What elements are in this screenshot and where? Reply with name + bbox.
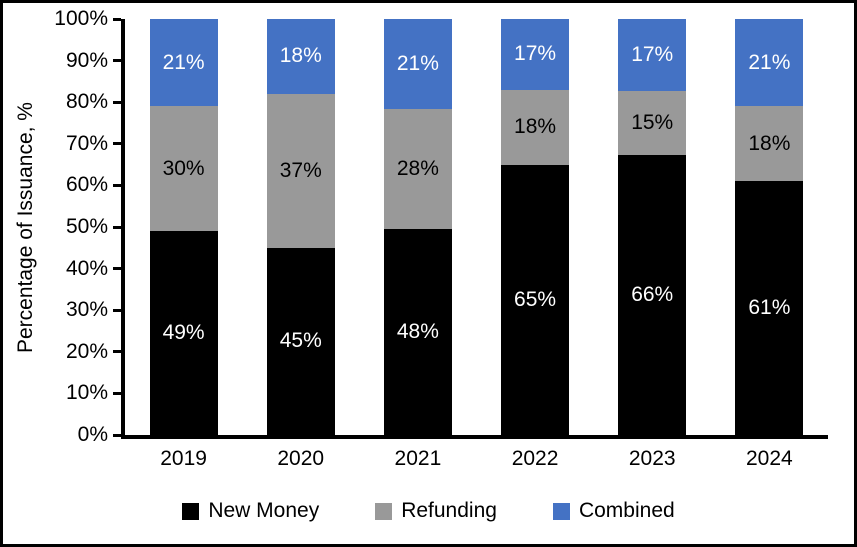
x-axis-label: 2020: [277, 447, 325, 470]
data-label: 21%: [162, 50, 205, 74]
y-axis-tick-label: 70%: [65, 131, 108, 155]
bar-segment-new-money: 45%: [266, 247, 335, 435]
y-axis-tick: [113, 183, 121, 187]
data-label: 15%: [631, 110, 674, 134]
bar-segment-combined: 21%: [735, 19, 804, 107]
x-axis-label: 2019: [160, 447, 207, 470]
data-label: 21%: [748, 50, 791, 74]
bar-segment-new-money: 48%: [383, 229, 452, 435]
bar-segment-refunding: 18%: [735, 106, 804, 182]
legend-marker-icon: [182, 502, 200, 520]
data-label: 66%: [631, 282, 674, 306]
bar-segment-new-money: 49%: [149, 231, 218, 435]
x-axis-label: 2022: [511, 447, 559, 470]
data-label: 45%: [279, 329, 322, 353]
y-axis-tick: [113, 308, 121, 312]
y-axis-tick: [113, 433, 121, 437]
bar-2021: 21% 28% 48%: [383, 19, 452, 435]
legend-label: Refunding: [401, 499, 497, 522]
y-axis-tick-label: 100%: [54, 7, 108, 30]
bar-segment-new-money: 65%: [501, 164, 570, 435]
x-axis-label: 2021: [394, 447, 442, 470]
legend-item-combined: Combined: [552, 499, 675, 523]
bar-2024: 21% 18% 61%: [735, 19, 804, 435]
bar-segment-combined: 18%: [266, 19, 335, 94]
bar-segment-new-money: 61%: [735, 181, 804, 435]
legend-label: New Money: [208, 499, 320, 522]
data-label: 61%: [748, 296, 791, 320]
data-label: 18%: [748, 131, 791, 155]
legend-marker-icon: [375, 502, 393, 520]
y-axis-tick: [113, 350, 121, 354]
y-axis-tick: [113, 59, 121, 63]
bar-2020: 18% 37% 45%: [266, 19, 335, 435]
bars-row: 21% 30% 49% 18% 37% 45% 21% 28% 48% 17% 18% 65% 17% 1…: [125, 19, 828, 435]
data-label: 48%: [396, 320, 439, 344]
bar-segment-refunding: 18%: [501, 89, 570, 165]
y-axis-tick-label: 10%: [65, 381, 108, 405]
data-label: 28%: [396, 157, 439, 181]
bar-segment-combined: 21%: [383, 19, 452, 110]
y-axis-tick: [113, 267, 121, 271]
bar-segment-refunding: 30%: [149, 106, 218, 232]
bar-segment-combined: 17%: [618, 19, 687, 92]
plot-area: 21% 30% 49% 18% 37% 45% 21% 28% 48% 17% 18% 65% 17% 1…: [54, 7, 828, 446]
legend: New Money Refunding Combined: [3, 499, 854, 523]
y-axis-tick-label: 40%: [65, 256, 108, 280]
data-label: 18%: [514, 115, 557, 139]
bar-segment-refunding: 37%: [266, 93, 335, 248]
bar-segment-refunding: 15%: [618, 91, 687, 155]
legend-marker-icon: [552, 502, 570, 520]
bar-segment-new-money: 66%: [618, 154, 687, 435]
data-label: 21%: [396, 52, 439, 76]
x-axis-label: 2024: [746, 447, 793, 470]
data-label: 65%: [514, 287, 557, 311]
legend-item-new-money: New Money: [182, 499, 319, 523]
legend-label: Combined: [578, 499, 675, 522]
legend-item-refunding: Refunding: [375, 499, 497, 523]
bar-2019: 21% 30% 49%: [149, 19, 218, 435]
data-label: 17%: [514, 42, 557, 66]
data-label: 49%: [162, 321, 205, 345]
y-axis-tick-label: 30%: [65, 298, 108, 322]
bar-segment-combined: 21%: [149, 19, 218, 107]
bar-segment-combined: 17%: [501, 19, 570, 90]
x-axis-labels: 2019 2020 2021 2022 2023 2024: [125, 447, 828, 471]
y-axis-tick-label: 90%: [65, 48, 108, 72]
bar-2023: 17% 15% 66%: [618, 19, 687, 435]
y-axis-tick: [113, 17, 121, 21]
y-axis-tick-label: 80%: [65, 90, 108, 114]
y-axis-tick-label: 0%: [77, 423, 108, 446]
y-axis-tick-label: 60%: [65, 173, 108, 197]
bar-segment-refunding: 28%: [383, 109, 452, 230]
x-axis-label: 2023: [628, 447, 676, 470]
y-axis-tick: [113, 391, 121, 395]
y-axis-tick-label: 20%: [65, 339, 108, 363]
y-axis-tick: [113, 225, 121, 229]
data-label: 30%: [162, 156, 205, 180]
bar-2022: 17% 18% 65%: [501, 19, 570, 435]
y-axis-tick: [113, 100, 121, 104]
data-label: 18%: [279, 44, 322, 68]
data-label: 37%: [279, 158, 322, 182]
y-axis-tick: [113, 142, 121, 146]
data-label: 17%: [631, 43, 674, 67]
y-axis-tick-label: 50%: [65, 215, 108, 238]
